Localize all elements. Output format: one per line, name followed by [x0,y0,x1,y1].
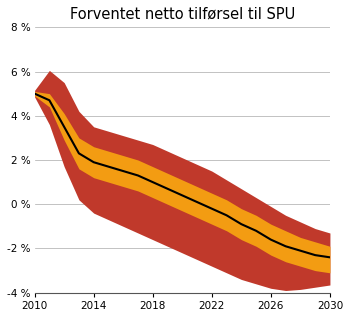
Title: Forventet netto tilførsel til SPU: Forventet netto tilførsel til SPU [70,7,295,22]
